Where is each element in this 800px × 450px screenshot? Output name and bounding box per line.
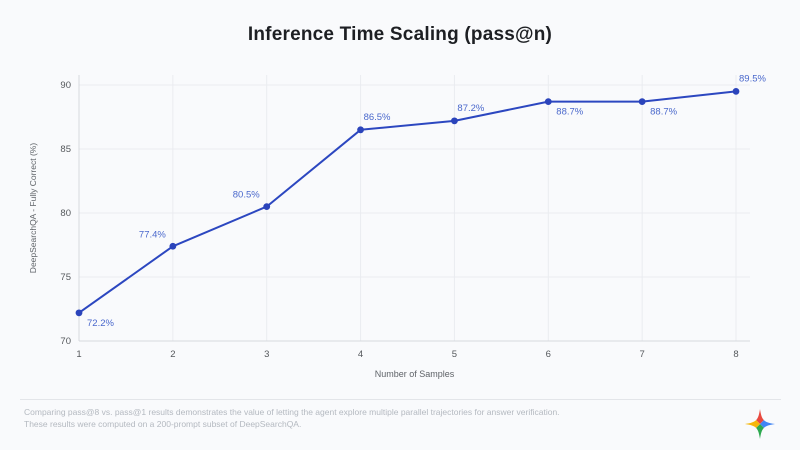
data-point-label: 88.7%: [650, 107, 677, 118]
line-chart: 70 75 80 85 90 1 2 3 4 5 6 7 8 Number of Samples DeepS…: [28, 73, 766, 379]
y-axis-title: DeepSearchQA - Fully Correct (%): [28, 143, 38, 274]
chart-title: Inference Time Scaling (pass@n): [247, 24, 553, 45]
x-tick-label: 8: [733, 349, 738, 360]
x-axis-title: Number of Samples: [375, 369, 455, 379]
footer-note-line2: These results were computed on a 200-pro…: [24, 419, 302, 429]
data-point-label: 77.4%: [139, 229, 166, 240]
x-tick-label: 3: [264, 349, 269, 360]
data-point: [75, 309, 83, 317]
data-point-label: 80.5%: [233, 190, 260, 201]
y-tick-label: 80: [60, 208, 71, 219]
y-tick-label: 90: [60, 80, 71, 91]
x-tick-label: 7: [639, 349, 644, 360]
data-point-label: 89.5%: [739, 73, 766, 84]
y-tick-label: 75: [60, 272, 71, 283]
y-tick-label: 70: [60, 336, 71, 347]
x-tick-label: 6: [546, 349, 551, 360]
data-point-label: 86.5%: [364, 112, 391, 123]
data-point: [544, 98, 552, 106]
data-point-label: 87.2%: [457, 103, 484, 114]
gemini-sparkle-icon: [745, 409, 775, 439]
data-point: [263, 203, 271, 211]
data-point-label: 88.7%: [556, 107, 583, 118]
data-point: [732, 88, 740, 95]
data-point: [451, 117, 458, 125]
data-point-label: 72.2%: [87, 318, 114, 329]
footer-note-line1: Comparing pass@8 vs. pass@1 results demo…: [24, 407, 560, 417]
footer-note: Comparing pass@8 vs. pass@1 results demo…: [24, 406, 724, 430]
data-line: [78, 90, 737, 314]
data-point: [638, 98, 646, 106]
x-tick-label: 2: [170, 349, 175, 360]
data-point: [357, 126, 364, 134]
x-tick-label: 1: [76, 349, 81, 360]
y-tick-label: 85: [60, 144, 71, 155]
footer-divider: [20, 399, 781, 400]
x-tick-label: 5: [452, 349, 457, 360]
data-point: [169, 242, 177, 250]
x-tick-label: 4: [358, 349, 363, 360]
